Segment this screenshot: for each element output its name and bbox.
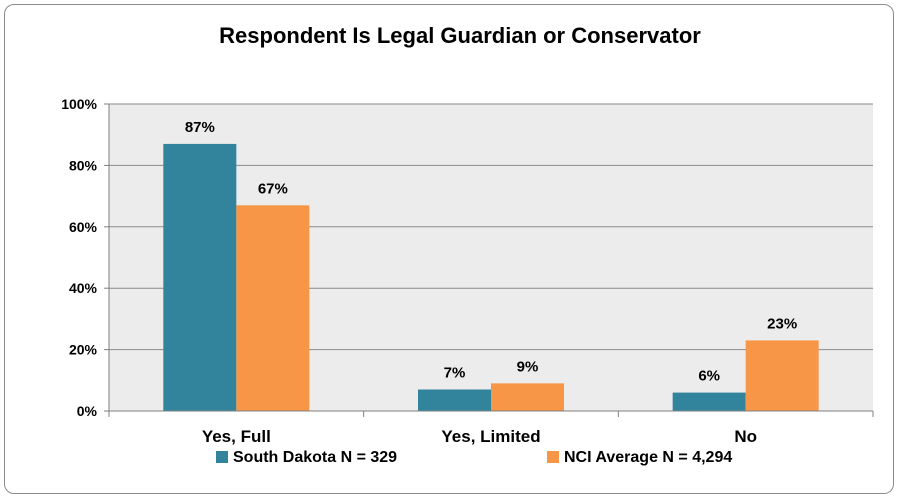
data-label: 7%: [444, 365, 466, 382]
bar: [163, 143, 237, 411]
legend-swatch: [216, 451, 228, 463]
y-axis: 0% 20% 40% 60% 80% 100%: [61, 96, 110, 419]
y-tick-label: 40%: [69, 280, 98, 296]
data-label: 6%: [698, 368, 720, 385]
data-label: 67%: [258, 180, 288, 197]
legend-label: NCI Average N = 4,294: [564, 449, 732, 466]
bar: [418, 389, 491, 411]
bars: 87% 67% 7% 9% 6% 23%: [163, 119, 819, 411]
legend: South Dakota N = 329 NCI Average N = 4,29…: [216, 449, 732, 466]
y-tick-label: 60%: [69, 219, 98, 235]
x-tick-label: Yes, Limited: [441, 427, 540, 446]
legend-swatch: [547, 451, 559, 463]
y-tick-label: 80%: [69, 157, 98, 173]
chart-title: Respondent Is Legal Guardian or Conserva…: [219, 23, 701, 48]
bar: [236, 205, 310, 411]
x-tick-label: Yes, Full: [202, 427, 271, 446]
data-label: 23%: [767, 315, 797, 332]
y-tick-label: 100%: [61, 96, 97, 112]
data-label: 9%: [517, 358, 539, 375]
bar: [745, 340, 819, 411]
legend-label: South Dakota N = 329: [233, 449, 397, 466]
bar: [672, 392, 746, 411]
y-tick-label: 20%: [69, 342, 98, 358]
y-tick-label: 0%: [77, 403, 98, 419]
x-tick-label: No: [734, 427, 757, 446]
x-axis: Yes, Full Yes, Limited No: [108, 410, 874, 446]
bar: [491, 383, 564, 411]
data-label: 87%: [185, 119, 215, 136]
